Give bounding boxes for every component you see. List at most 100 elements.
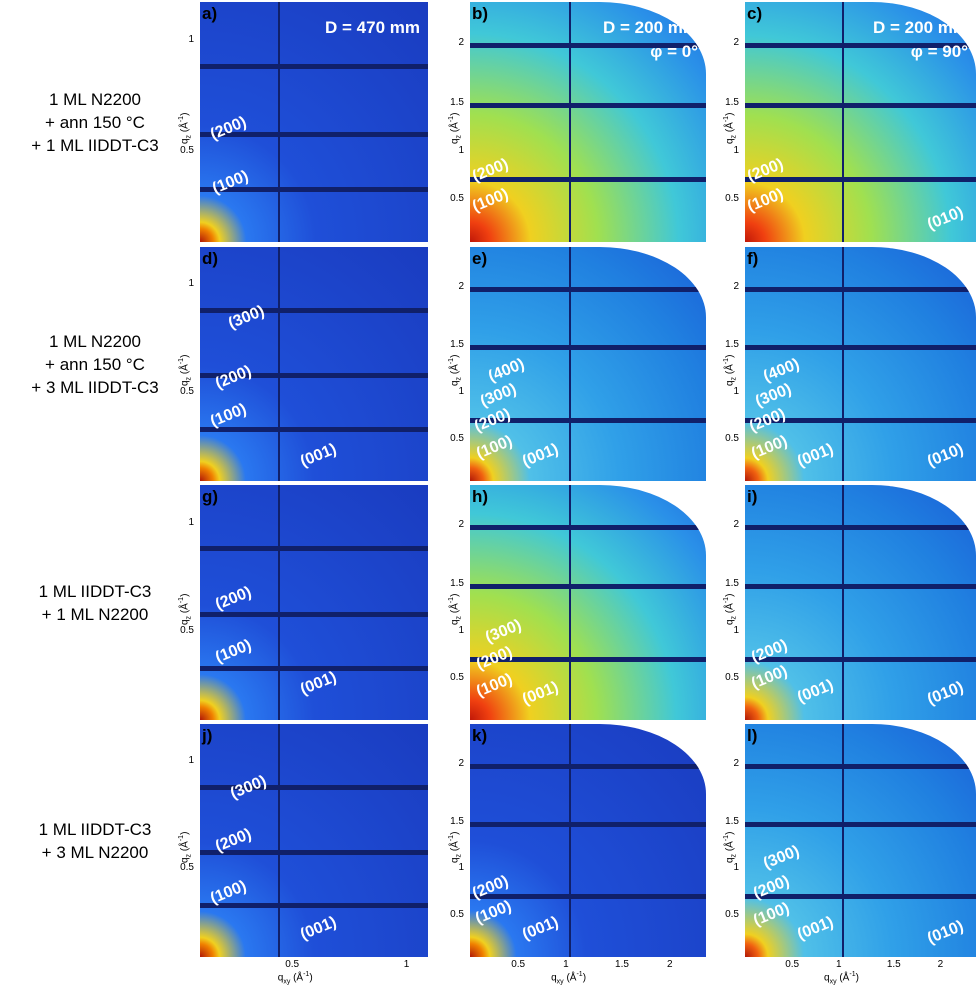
detector-gap	[470, 345, 706, 351]
axis-label-part: )	[449, 354, 461, 358]
axis-label-part: )	[449, 112, 461, 116]
detector-gap	[569, 724, 572, 957]
scattering-image	[470, 485, 706, 720]
x-tick-label: 0.5	[285, 959, 300, 970]
axis-label: qz (Å-1)	[723, 113, 737, 144]
detector-gap	[277, 2, 280, 242]
row-label: 1 ML IIDDT-C3 + 1 ML N2200	[0, 580, 190, 626]
axis-label: qxy (Å-1)	[278, 971, 313, 985]
axis-label-part: q	[449, 856, 461, 863]
y-tick-label: 2	[733, 36, 739, 48]
scattering-image	[200, 2, 428, 242]
detector-gap	[200, 427, 428, 433]
axis-label-part: q	[724, 138, 736, 144]
axis-label-part: )	[724, 354, 736, 358]
axis-label-part: (Å	[724, 364, 736, 377]
axis-label-part: z	[730, 134, 738, 139]
x-tick-label: 1	[563, 959, 569, 970]
y-tick-label: 2	[458, 280, 464, 292]
detector-gap	[470, 821, 706, 827]
y-tick-label: 0.5	[725, 192, 739, 204]
y-tick-label: 1.5	[725, 96, 739, 108]
axis-label: qxy (Å-1)	[551, 971, 586, 985]
row-label: 1 ML N2200 + ann 150 °C + 1 ML IIDDT-C3	[0, 88, 190, 157]
panel-letter: h)	[472, 487, 489, 506]
axis-label-part: z	[730, 376, 738, 381]
detector-gap	[842, 247, 845, 481]
detector-gap	[745, 345, 976, 351]
detector-gap	[277, 247, 280, 481]
row-label-line: + 1 ML N2200	[41, 604, 149, 624]
axis-label-part: )	[179, 831, 191, 835]
panel-letter: j)	[202, 726, 213, 745]
row-label-line: + 3 ML N2200	[41, 842, 149, 862]
axis-label-part: -1	[178, 596, 185, 603]
axis-label-part: -1	[723, 357, 730, 365]
detector-gap	[200, 64, 428, 70]
x-tick-label: 0.5	[785, 959, 800, 970]
detector-gap	[470, 894, 706, 900]
row-label-line: + ann 150 °C	[45, 354, 145, 374]
y-tick-label: 2	[733, 280, 739, 292]
axis-label-part: q	[277, 972, 284, 984]
x-tick-label: 1.5	[615, 959, 629, 970]
axis-label-part: -1	[178, 357, 185, 365]
row-label: 1 ML N2200 + ann 150 °C + 3 ML IIDDT-C3	[0, 330, 190, 399]
y-tick-label: 1	[733, 386, 739, 398]
y-tick-label: 1.5	[450, 577, 464, 589]
detector-gap	[470, 177, 706, 183]
y-tick-label: 1.5	[725, 577, 739, 589]
y-tick-label: 1.5	[725, 815, 739, 827]
panel-letter: d)	[202, 249, 219, 268]
panel-letter: l)	[747, 726, 758, 745]
y-tick-label: 1	[458, 624, 464, 636]
axis-label: qz (Å-1)	[178, 831, 192, 862]
axis-label-part: (Å	[724, 602, 736, 616]
y-tick-label: 1	[458, 144, 464, 156]
axis-label-part: (Å	[563, 972, 577, 984]
axis-label-part: -1	[576, 971, 583, 978]
panel-header: D = 200 mm φ = 90°	[873, 16, 968, 64]
header-line: φ = 90°	[910, 42, 968, 61]
y-tick-label: 0.5	[180, 624, 194, 636]
axis-label-part: )	[179, 112, 191, 116]
axis-label-part: (Å	[724, 122, 736, 135]
y-tick-label: 1.5	[450, 339, 464, 351]
detector-gap	[200, 903, 428, 909]
scattering-image	[470, 2, 706, 242]
detector-gap	[470, 763, 706, 769]
x-tick-label: 2	[937, 959, 944, 970]
detector-gap	[470, 286, 706, 292]
axis-label-part: (Å	[179, 364, 191, 377]
panel-letter: k)	[472, 726, 488, 745]
axis-label: qz (Å-1)	[178, 113, 192, 144]
axis-label-part: q	[724, 380, 736, 386]
detector-gap	[200, 546, 428, 552]
axis-label-part: q	[449, 138, 461, 144]
panel-letter: e)	[472, 249, 488, 268]
detector-gap	[277, 724, 280, 957]
y-tick-label: 2	[458, 757, 464, 769]
y-tick-label: 0.5	[180, 862, 194, 874]
detector-gap	[569, 247, 572, 481]
axis-label-part: )	[724, 112, 736, 116]
axis-label-part: q	[449, 618, 461, 625]
panel-header: D = 200 mm φ = 0°	[603, 16, 698, 64]
axis-label-part: z	[455, 134, 463, 139]
detector-gap	[745, 763, 976, 769]
axis-label: qz (Å-1)	[448, 831, 462, 862]
detector-gap	[277, 485, 280, 720]
y-tick-label: 0.5	[180, 386, 194, 398]
axis-label-part: (Å	[179, 840, 191, 854]
detector-gap	[200, 186, 428, 192]
detector-gap	[470, 656, 706, 662]
axis-label-part: -1	[448, 357, 455, 365]
row-label-line: + 3 ML IIDDT-C3	[31, 377, 159, 397]
row-label-line: + 1 ML IIDDT-C3	[31, 135, 159, 155]
axis-label-part: )	[582, 972, 587, 984]
detector-gap	[200, 665, 428, 671]
detector-gap	[745, 42, 976, 48]
axis-label-part: -1	[448, 596, 455, 603]
axis-label-part: -1	[723, 834, 730, 841]
y-tick-label: 1.5	[450, 96, 464, 108]
